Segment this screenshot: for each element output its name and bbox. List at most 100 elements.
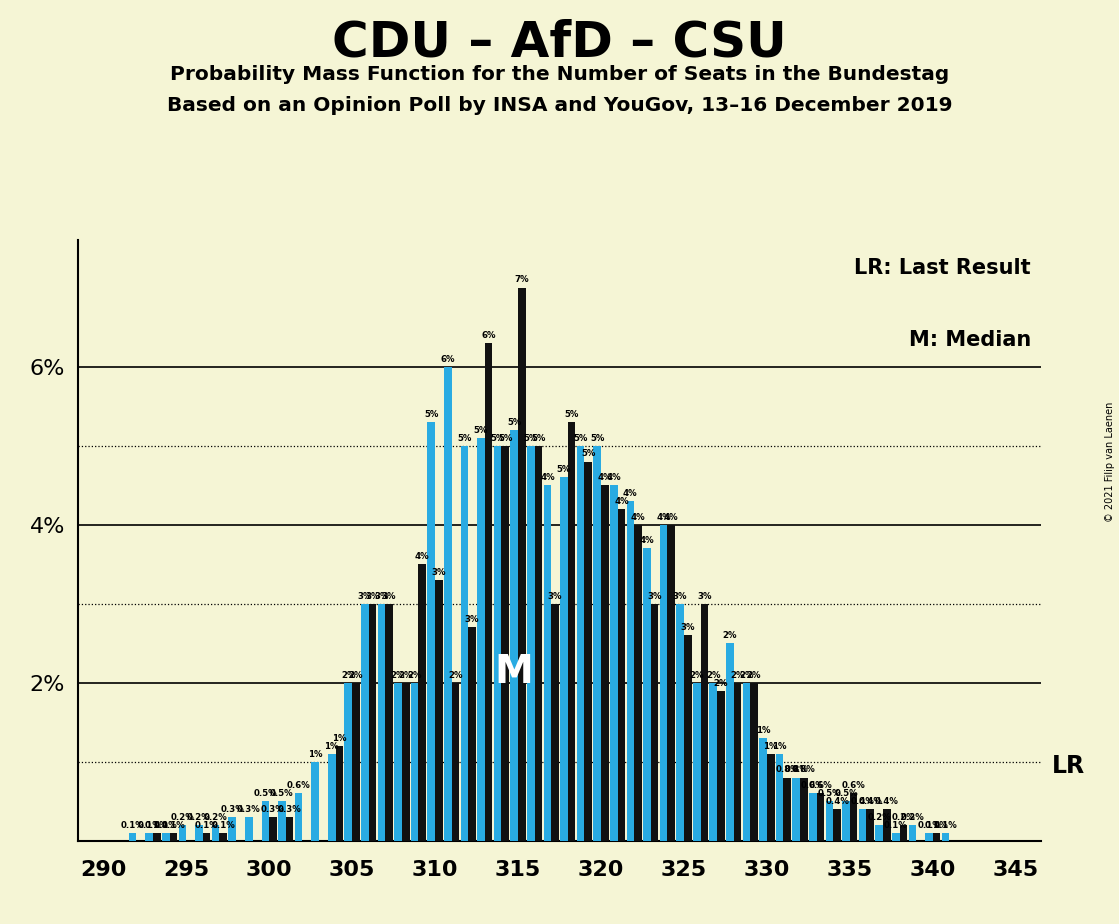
Text: 3%: 3% xyxy=(464,615,479,625)
Bar xyxy=(179,825,186,841)
Text: 3%: 3% xyxy=(382,591,396,601)
Bar xyxy=(336,746,344,841)
Text: 0.1%: 0.1% xyxy=(924,821,949,830)
Text: 2%: 2% xyxy=(407,671,422,680)
Text: 0.4%: 0.4% xyxy=(850,797,875,806)
Bar xyxy=(294,794,302,841)
Text: 1%: 1% xyxy=(308,749,322,759)
Bar xyxy=(328,754,336,841)
Text: 4%: 4% xyxy=(623,489,638,498)
Text: 7%: 7% xyxy=(515,275,529,285)
Bar xyxy=(676,603,684,841)
Bar xyxy=(145,833,153,841)
Bar xyxy=(809,794,817,841)
Bar xyxy=(544,485,552,841)
Bar xyxy=(394,683,402,841)
Text: 1%: 1% xyxy=(332,734,347,743)
Bar xyxy=(385,603,393,841)
Text: 3%: 3% xyxy=(365,591,379,601)
Bar xyxy=(875,825,883,841)
Text: 0.2%: 0.2% xyxy=(901,813,924,821)
Text: 3%: 3% xyxy=(680,623,695,632)
Text: 0.1%: 0.1% xyxy=(138,821,161,830)
Bar xyxy=(909,825,916,841)
Bar xyxy=(743,683,751,841)
Bar xyxy=(468,627,476,841)
Text: 0.4%: 0.4% xyxy=(858,797,882,806)
Bar xyxy=(693,683,700,841)
Bar xyxy=(245,817,253,841)
Text: 5%: 5% xyxy=(532,433,546,443)
Text: CDU – AfD – CSU: CDU – AfD – CSU xyxy=(332,18,787,67)
Text: 3%: 3% xyxy=(647,591,661,601)
Bar xyxy=(709,683,717,841)
Bar xyxy=(700,603,708,841)
Bar xyxy=(783,778,791,841)
Bar xyxy=(858,809,866,841)
Text: 4%: 4% xyxy=(415,552,430,561)
Text: 0.2%: 0.2% xyxy=(867,813,891,821)
Bar xyxy=(834,809,840,841)
Text: 0.8%: 0.8% xyxy=(775,765,799,774)
Text: M: Median: M: Median xyxy=(909,331,1031,350)
Bar xyxy=(593,445,601,841)
Text: 0.1%: 0.1% xyxy=(154,821,178,830)
Text: 2%: 2% xyxy=(349,671,364,680)
Text: 0.2%: 0.2% xyxy=(187,813,210,821)
Text: 0.3%: 0.3% xyxy=(278,805,301,814)
Text: 2%: 2% xyxy=(706,671,721,680)
Text: 2%: 2% xyxy=(731,671,745,680)
Bar xyxy=(510,430,518,841)
Bar xyxy=(792,778,800,841)
Bar xyxy=(561,478,567,841)
Text: 4%: 4% xyxy=(614,497,629,505)
Bar xyxy=(942,833,949,841)
Bar xyxy=(843,801,849,841)
Text: 0.1%: 0.1% xyxy=(933,821,958,830)
Text: 5%: 5% xyxy=(490,433,505,443)
Bar xyxy=(734,683,742,841)
Text: 5%: 5% xyxy=(507,418,521,427)
Bar xyxy=(518,287,526,841)
Text: 4%: 4% xyxy=(540,473,555,482)
Text: 5%: 5% xyxy=(581,449,595,458)
Bar xyxy=(627,501,634,841)
Bar xyxy=(925,833,933,841)
Text: 0.6%: 0.6% xyxy=(286,782,310,790)
Bar xyxy=(800,778,808,841)
Bar xyxy=(567,422,575,841)
Text: 3%: 3% xyxy=(673,591,687,601)
Bar xyxy=(419,565,426,841)
Bar xyxy=(775,754,783,841)
Text: 2%: 2% xyxy=(740,671,754,680)
Bar xyxy=(153,833,161,841)
Bar xyxy=(211,825,219,841)
Text: Based on an Opinion Poll by INSA and YouGov, 13–16 December 2019: Based on an Opinion Poll by INSA and You… xyxy=(167,96,952,116)
Bar xyxy=(817,794,825,841)
Text: 0.8%: 0.8% xyxy=(784,765,808,774)
Text: 0.3%: 0.3% xyxy=(220,805,244,814)
Bar xyxy=(552,603,558,841)
Text: 3%: 3% xyxy=(374,591,388,601)
Bar xyxy=(866,809,874,841)
Bar xyxy=(527,445,535,841)
Bar xyxy=(501,445,509,841)
Text: 5%: 5% xyxy=(557,465,571,474)
Text: 5%: 5% xyxy=(524,433,538,443)
Bar xyxy=(660,525,667,841)
Text: LR: Last Result: LR: Last Result xyxy=(855,259,1031,278)
Bar xyxy=(270,817,276,841)
Bar xyxy=(435,580,443,841)
Bar xyxy=(262,801,270,841)
Text: 0.1%: 0.1% xyxy=(195,821,218,830)
Bar xyxy=(427,422,435,841)
Bar xyxy=(352,683,359,841)
Bar xyxy=(203,833,210,841)
Bar xyxy=(610,485,618,841)
Text: 2%: 2% xyxy=(341,671,356,680)
Text: 5%: 5% xyxy=(498,433,513,443)
Bar xyxy=(826,801,834,841)
Bar xyxy=(485,343,492,841)
Text: 6%: 6% xyxy=(481,331,496,340)
Text: 2%: 2% xyxy=(723,631,737,640)
